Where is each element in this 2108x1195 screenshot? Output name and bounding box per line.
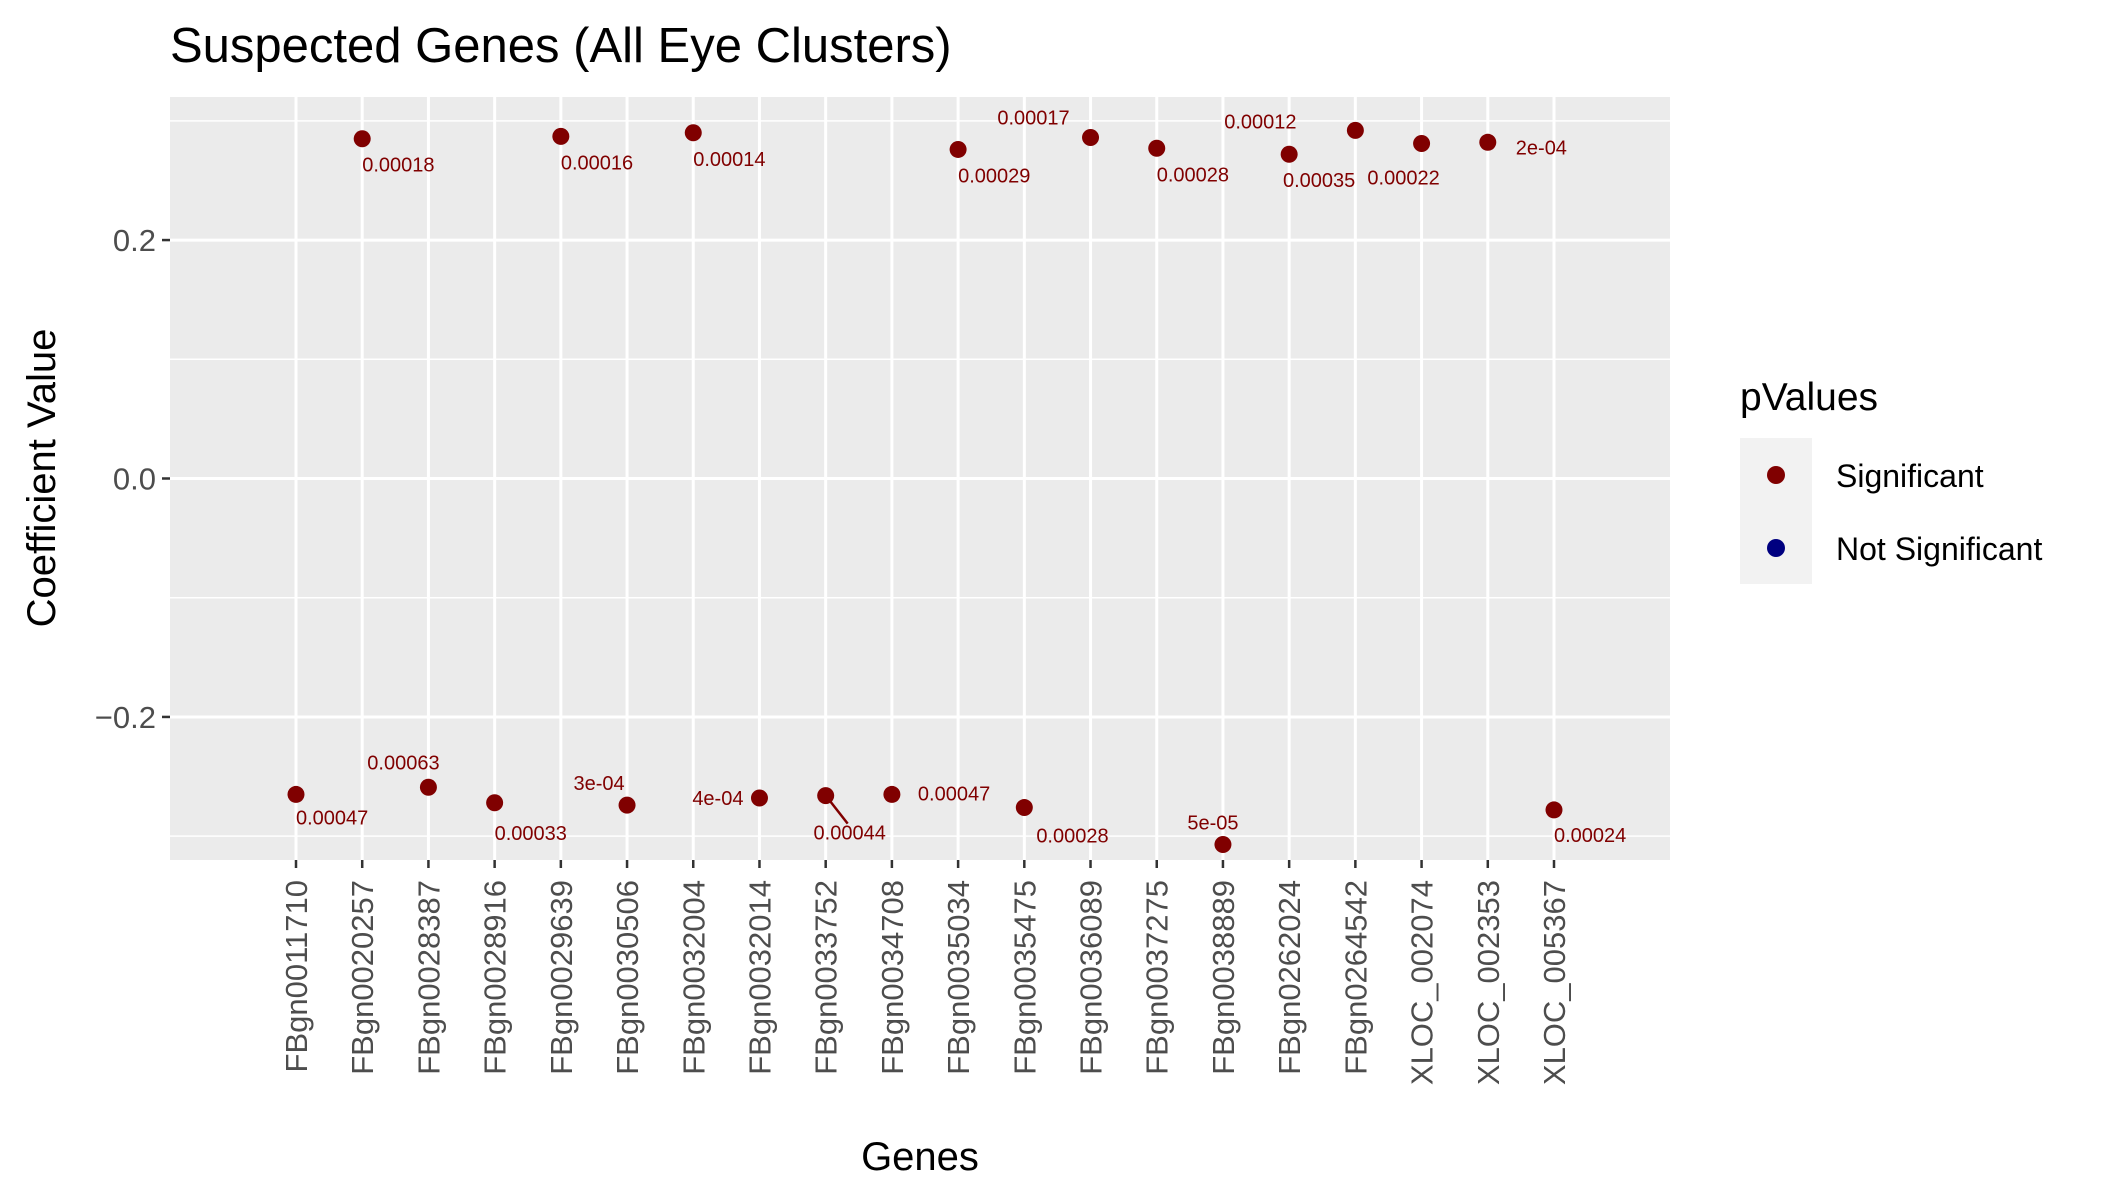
data-point [750, 789, 768, 807]
data-point [1015, 799, 1033, 817]
x-tick-label: FBgn0036089 [1074, 880, 1109, 1075]
x-tick-label: FBgn0035475 [1007, 880, 1042, 1075]
data-label: 5e-05 [1187, 813, 1238, 835]
x-axis: FBgn0011710 FBgn0020257 FBgn0028387 FBgn002… [279, 860, 1572, 1085]
x-tick-label: FBgn0032014 [742, 880, 777, 1075]
data-label: 0.00017 [997, 108, 1069, 130]
data-label: 0.00047 [918, 783, 990, 805]
data-label: 0.00029 [958, 165, 1030, 187]
minor-gridlines [170, 120, 1670, 837]
legend-key-background [1740, 438, 1812, 584]
legend-label-significant: Significant [1836, 458, 1984, 494]
data-point [1148, 139, 1166, 157]
y-tick-label: −0.2 [95, 700, 156, 735]
data-label: 0.00016 [561, 152, 633, 174]
data-point [1346, 121, 1364, 139]
data-points [287, 121, 1563, 854]
x-tick-label: FBgn0032004 [676, 880, 711, 1075]
data-label: 0.00012 [1224, 111, 1296, 133]
data-point [1545, 801, 1563, 819]
data-point [883, 785, 901, 803]
data-point [1214, 836, 1232, 854]
data-label: 2e-04 [1516, 137, 1567, 159]
data-label: 0.00024 [1554, 825, 1626, 847]
data-label: 0.00022 [1367, 167, 1439, 189]
data-point [419, 778, 437, 796]
data-point [817, 787, 835, 805]
data-label: 0.00018 [362, 155, 434, 177]
data-point [1280, 145, 1298, 163]
chart-title: Suspected Genes (All Eye Clusters) [170, 19, 952, 73]
data-label: 0.00033 [495, 823, 567, 845]
legend-title: pValues [1740, 376, 1878, 419]
data-label: 0.00044 [814, 823, 886, 845]
data-point [552, 127, 570, 145]
major-gridlines [170, 97, 1670, 860]
x-tick-label: FBgn0038889 [1206, 880, 1241, 1075]
data-label-leader [828, 799, 849, 825]
data-point [486, 794, 504, 812]
data-point [684, 124, 702, 142]
y-tick-label: 0.0 [113, 462, 156, 497]
data-label: 0.00047 [296, 807, 368, 829]
x-tick-label: FBgn0020257 [345, 880, 380, 1075]
legend-key-not-significant [1767, 539, 1785, 557]
data-point [949, 140, 967, 158]
x-tick-label: FBgn0262024 [1272, 880, 1307, 1075]
x-tick-label: FBgn0011710 [279, 880, 314, 1072]
x-tick-label: XLOC_002074 [1405, 880, 1440, 1085]
x-tick-label: XLOC_005367 [1537, 880, 1572, 1085]
data-label: 0.00035 [1283, 170, 1355, 192]
data-label: 0.00028 [1036, 826, 1108, 848]
data-labels: 0.00047 0.00018 0.00063 0.00033 0.00016 3e-04… [296, 108, 1626, 848]
data-label: 0.00063 [367, 752, 439, 774]
data-point [1413, 134, 1431, 152]
x-axis-title: Genes [861, 1135, 979, 1179]
x-tick-label: FBgn0028387 [411, 880, 446, 1075]
x-tick-label: FBgn0028916 [478, 880, 513, 1075]
data-point [287, 785, 305, 803]
legend-key-significant [1767, 466, 1785, 484]
x-tick-label: FBgn0264542 [1338, 880, 1373, 1075]
legend: pValues Significant Not Significant [1740, 376, 2042, 584]
x-tick-label: FBgn0034708 [875, 880, 910, 1075]
x-tick-label: FBgn0035034 [941, 880, 976, 1075]
x-tick-label: FBgn0030506 [610, 880, 645, 1075]
legend-label-not-significant: Not Significant [1836, 531, 2042, 567]
data-point [618, 796, 636, 814]
data-label: 3e-04 [573, 773, 624, 795]
y-axis: −0.2 0.0 0.2 [95, 223, 170, 735]
data-label: 4e-04 [692, 788, 743, 810]
data-label: 0.00028 [1157, 164, 1229, 186]
x-tick-label: XLOC_002353 [1471, 880, 1506, 1085]
data-point [1082, 129, 1100, 147]
data-label: 0.00014 [693, 149, 765, 171]
y-axis-title: Coefficient Value [20, 329, 64, 628]
data-point [1479, 133, 1497, 151]
y-tick-label: 0.2 [113, 223, 156, 258]
x-tick-label: FBgn0029639 [544, 880, 579, 1075]
data-point [353, 130, 371, 148]
x-tick-label: FBgn0033752 [809, 880, 844, 1075]
x-tick-label: FBgn0037275 [1140, 880, 1175, 1075]
